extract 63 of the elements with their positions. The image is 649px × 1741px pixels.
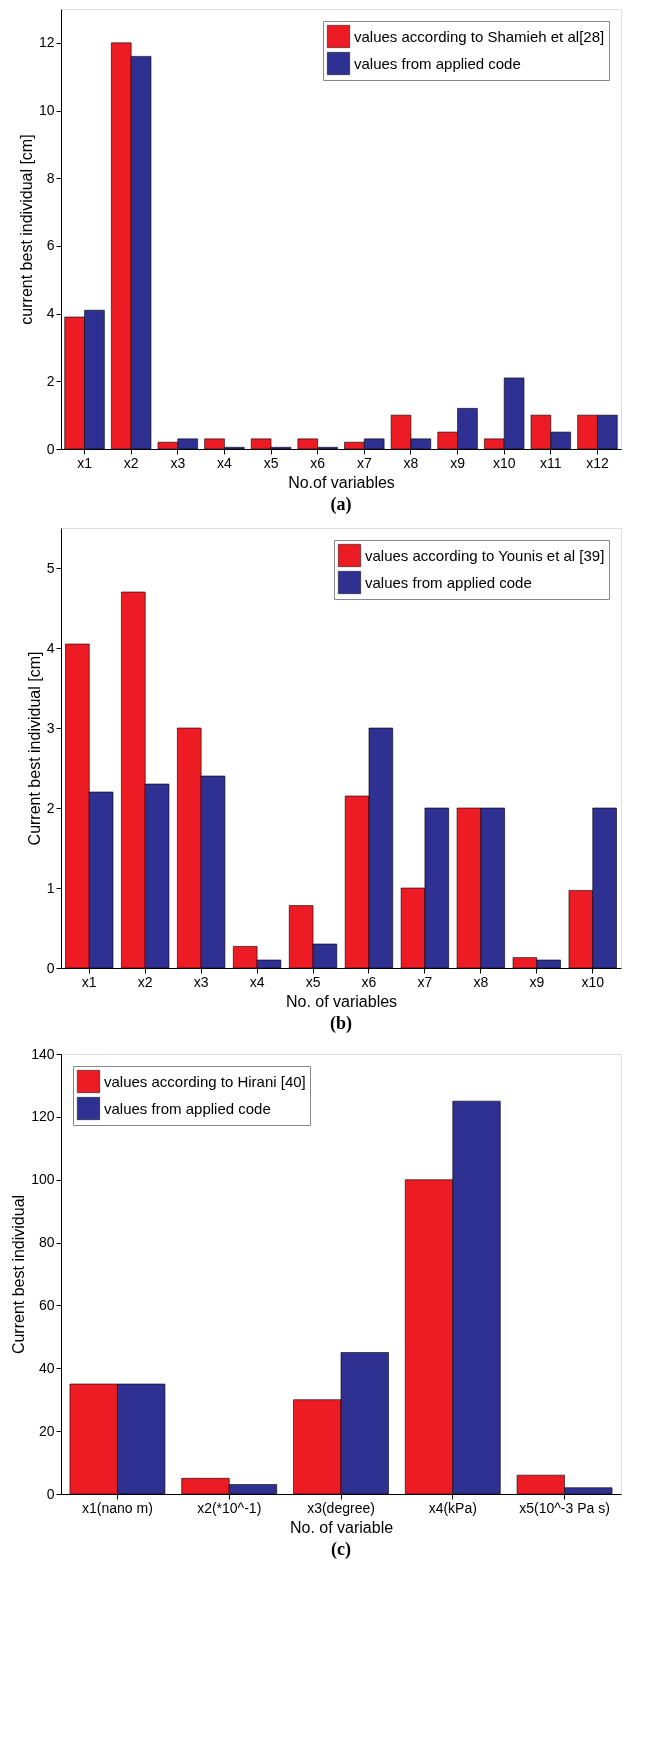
x-tick-label: x11: [540, 454, 562, 471]
legend-label: values from applied code: [365, 573, 532, 591]
x-tick-label: x2(*10^-1): [197, 1499, 262, 1516]
legend-label: values from applied code: [104, 1099, 271, 1117]
y-axis-title: Current best individual: [10, 1194, 28, 1355]
x-axis-title: No. of variables: [285, 992, 398, 1010]
text: (c): [331, 1539, 351, 1560]
x-tick-label: x12: [586, 454, 609, 471]
x-tick-label: x7: [356, 454, 372, 471]
y-tick-label: 0: [46, 959, 55, 976]
y-tick-label: 5: [46, 559, 55, 576]
legend-label: values from applied code: [354, 54, 521, 72]
x-tick-label: x8: [403, 454, 419, 471]
y-axis-title: Current best individual [cm]: [25, 651, 43, 846]
x-tick-label: x7: [417, 973, 433, 990]
y-tick-label: 0: [46, 440, 55, 457]
y-tick-label: 6: [46, 237, 55, 254]
y-axis-title: current best individual [cm]: [17, 134, 35, 325]
y-tick-label: 80: [38, 1234, 55, 1251]
y-tick-label: 10: [38, 102, 55, 119]
y-tick-label: 0: [46, 1485, 55, 1502]
legend-label: values according to Shamieh et al[28]: [354, 27, 605, 45]
x-tick-label: x2: [123, 454, 139, 471]
x-tick-label: x5: [305, 973, 321, 990]
y-tick-label: 20: [38, 1422, 55, 1439]
x-tick-label: x1(nano m): [82, 1499, 153, 1516]
y-tick-label: 4: [46, 639, 55, 656]
y-tick-label: 3: [46, 719, 55, 736]
x-tick-label: x1: [81, 973, 97, 990]
x-tick-label: x3: [193, 973, 209, 990]
y-tick-label: 40: [38, 1359, 55, 1376]
x-tick-label: x4: [249, 973, 265, 990]
y-tick-label: 60: [38, 1296, 55, 1313]
x-tick-label: x9: [450, 454, 466, 471]
y-tick-label: 140: [31, 1045, 55, 1062]
y-tick-label: 2: [46, 372, 55, 389]
x-tick-label: x10: [492, 454, 516, 471]
legend-label: values according to Younis et al [39]: [365, 546, 605, 564]
y-tick-label: 1: [46, 879, 55, 896]
legend-label: values according to Hirani [40]: [104, 1072, 306, 1090]
x-tick-label: x2: [137, 973, 153, 990]
y-tick-label: 2: [46, 799, 55, 816]
x-tick-label: x4: [217, 454, 233, 471]
y-tick-label: 120: [31, 1108, 55, 1125]
x-tick-label: x6: [310, 454, 326, 471]
y-tick-label: 8: [46, 169, 55, 186]
text: (a): [330, 494, 352, 515]
x-axis-title: No. of variable: [289, 1518, 394, 1536]
x-tick-label: x10: [581, 973, 605, 990]
text: (b): [330, 1013, 352, 1034]
x-tick-label: x5: [263, 454, 279, 471]
y-tick-label: 12: [38, 34, 55, 51]
y-tick-label: 4: [46, 305, 55, 322]
x-axis-title: No.of variables: [288, 473, 395, 491]
x-tick-label: x5(10^-3 Pa s): [519, 1499, 610, 1516]
x-tick-label: x6: [361, 973, 377, 990]
x-tick-label: x4(kPa): [428, 1499, 477, 1516]
x-tick-label: x1: [77, 454, 93, 471]
y-tick-label: 100: [31, 1171, 55, 1188]
x-tick-label: x9: [529, 973, 545, 990]
x-tick-label: x8: [473, 973, 489, 990]
x-tick-label: x3: [170, 454, 186, 471]
x-tick-label: x3(degree): [307, 1499, 375, 1516]
